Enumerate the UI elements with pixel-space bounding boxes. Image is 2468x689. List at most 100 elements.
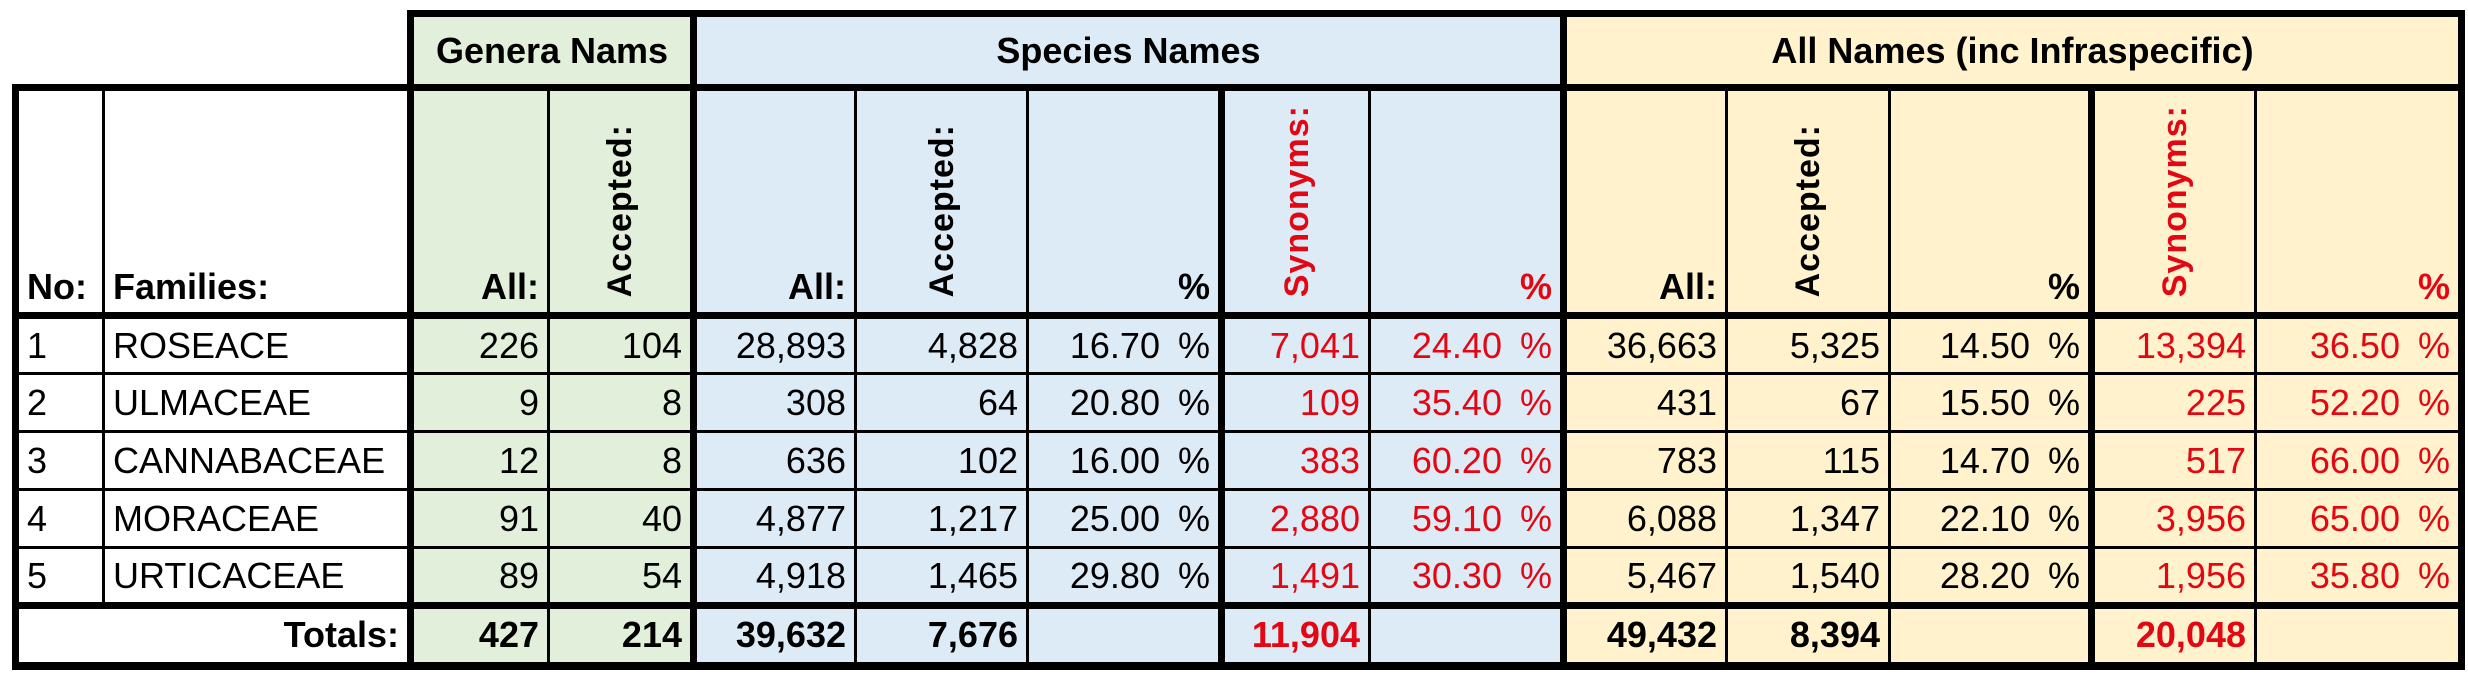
cell-species-synonyms-pct: 30.30% [1368,546,1567,606]
cell-family: ROSEACE [102,314,411,374]
cell-genera-all: 9 [407,372,549,432]
cell-genera-accepted: 8 [547,430,697,490]
cell-all-synonyms: 225 [2088,372,2256,432]
cell-no: 1 [12,314,104,374]
cell-no: 3 [12,430,104,490]
cell-family: URTICACEAE [102,546,411,606]
cell-species-accepted-pct: 16.00% [1026,430,1222,490]
pct-value: 60.20 [1411,439,1502,481]
cell-all-accepted-pct: 22.10% [1888,488,2092,548]
pct-value: 35.80 [2309,554,2400,596]
cell-all-all: 431 [1563,372,1727,432]
group-header-all-names: All Names (inc Infraspecific) [1563,10,2465,91]
cell-no: 4 [12,488,104,548]
pct-value: 14.50 [1939,324,2030,366]
cell-all-all: 6,088 [1563,488,1727,548]
pct-sign: % [2047,554,2080,596]
cell-species-accepted-pct: 25.00% [1026,488,1222,548]
col-header-species-synonyms-label: Synonyms: [1277,104,1316,297]
group-header-row: Genera Nams Species Names All Names (inc… [15,10,2465,91]
cell-species-accepted-pct: 16.70% [1026,314,1222,374]
cell-family: MORACEAE [102,488,411,548]
cell-species-accepted: 102 [854,430,1028,490]
table-row: 1 ROSEACE 226 104 28,893 4,828 16.70% 7,… [12,314,2465,374]
table-row: 2 ULMACEAE 9 8 308 64 20.80% 109 35.40% … [12,372,2465,432]
pct-sign: % [2047,324,2080,366]
pct-sign: % [1177,554,1210,596]
pct-sign: % [1519,497,1552,539]
pct-sign: % [2047,381,2080,423]
cell-all-accepted: 67 [1725,372,1890,432]
cell-genera-accepted: 8 [547,372,697,432]
cell-no: 2 [12,372,104,432]
pct-sign: % [1177,439,1210,481]
cell-all-accepted: 1,540 [1725,546,1890,606]
pct-value: 15.50 [1939,381,2030,423]
pct-value: 16.00 [1069,439,1160,481]
pct-value: 35.40 [1411,381,1502,423]
col-header-species-accepted-pct: % [1026,87,1222,319]
cell-no: 5 [12,546,104,606]
table-row: 5 URTICACEAE 89 54 4,918 1,465 29.80% 1,… [12,546,2465,606]
cell-species-all: 636 [693,430,856,490]
cell-all-synonyms: 13,394 [2088,314,2256,374]
cell-all-accepted: 5,325 [1725,314,1890,374]
cell-all-all: 36,663 [1563,314,1727,374]
pct-sign: % [1177,381,1210,423]
cell-family: CANNABACEAE [102,430,411,490]
cell-all-accepted-pct: 14.50% [1888,314,2092,374]
total-genera-accepted: 214 [547,602,697,670]
pct-value: 28.20 [1939,554,2030,596]
col-header-no: No: [12,84,104,319]
col-header-all-accepted: Accepted: [1725,87,1890,319]
pct-sign: % [2047,497,2080,539]
pct-sign: % [2417,381,2450,423]
col-header-all-synonyms-pct: % [2254,87,2465,319]
pct-sign: % [2417,324,2450,366]
cell-species-synonyms: 7,041 [1218,314,1370,374]
col-header-species-all: All: [693,87,856,319]
cell-genera-all: 89 [407,546,549,606]
pct-sign: % [1177,497,1210,539]
cell-all-synonyms: 3,956 [2088,488,2256,548]
cell-species-accepted: 4,828 [854,314,1028,374]
cell-all-accepted-pct: 15.50% [1888,372,2092,432]
pct-sign: % [1519,554,1552,596]
table-row: 4 MORACEAE 91 40 4,877 1,217 25.00% 2,88… [12,488,2465,548]
cell-species-accepted-pct: 20.80% [1026,372,1222,432]
cell-species-synonyms-pct: 60.20% [1368,430,1567,490]
cell-all-synonyms: 517 [2088,430,2256,490]
family-names-table: Genera Nams Species Names All Names (inc… [12,10,2465,670]
cell-all-accepted-pct: 28.20% [1888,546,2092,606]
cell-all-accepted: 1,347 [1725,488,1890,548]
cell-all-synonyms-pct: 65.00% [2254,488,2465,548]
cell-genera-all: 226 [407,314,549,374]
cell-all-synonyms-pct: 36.50% [2254,314,2465,374]
pct-value: 29.80 [1069,554,1160,596]
header-blank-corner [15,13,411,88]
pct-value: 24.40 [1411,324,1502,366]
total-species-accepted-pct-empty [1026,602,1222,670]
totals-label: Totals: [12,602,411,670]
cell-species-accepted: 64 [854,372,1028,432]
col-header-all-synonyms-label: Synonyms: [2155,104,2194,297]
col-header-species-synonyms: Synonyms: [1218,87,1370,319]
col-header-all-synonyms: Synonyms: [2088,87,2256,319]
col-header-genera-accepted-label: Accepted: [601,123,639,297]
cell-species-synonyms-pct: 35.40% [1368,372,1567,432]
cell-all-accepted: 115 [1725,430,1890,490]
total-all-synonyms: 20,048 [2088,602,2256,670]
col-header-genera-accepted: Accepted: [547,87,697,319]
cell-species-synonyms: 383 [1218,430,1370,490]
cell-all-accepted-pct: 14.70% [1888,430,2092,490]
cell-all-all: 5,467 [1563,546,1727,606]
cell-genera-accepted: 40 [547,488,697,548]
pct-sign: % [2417,554,2450,596]
total-all-synonyms-pct-empty [2254,602,2465,670]
col-header-all-accepted-pct: % [1888,87,2092,319]
col-header-species-synonyms-pct: % [1368,87,1567,319]
total-species-synonyms-pct-empty [1368,602,1567,670]
cell-species-synonyms: 1,491 [1218,546,1370,606]
cell-species-synonyms: 109 [1218,372,1370,432]
pct-sign: % [2417,439,2450,481]
